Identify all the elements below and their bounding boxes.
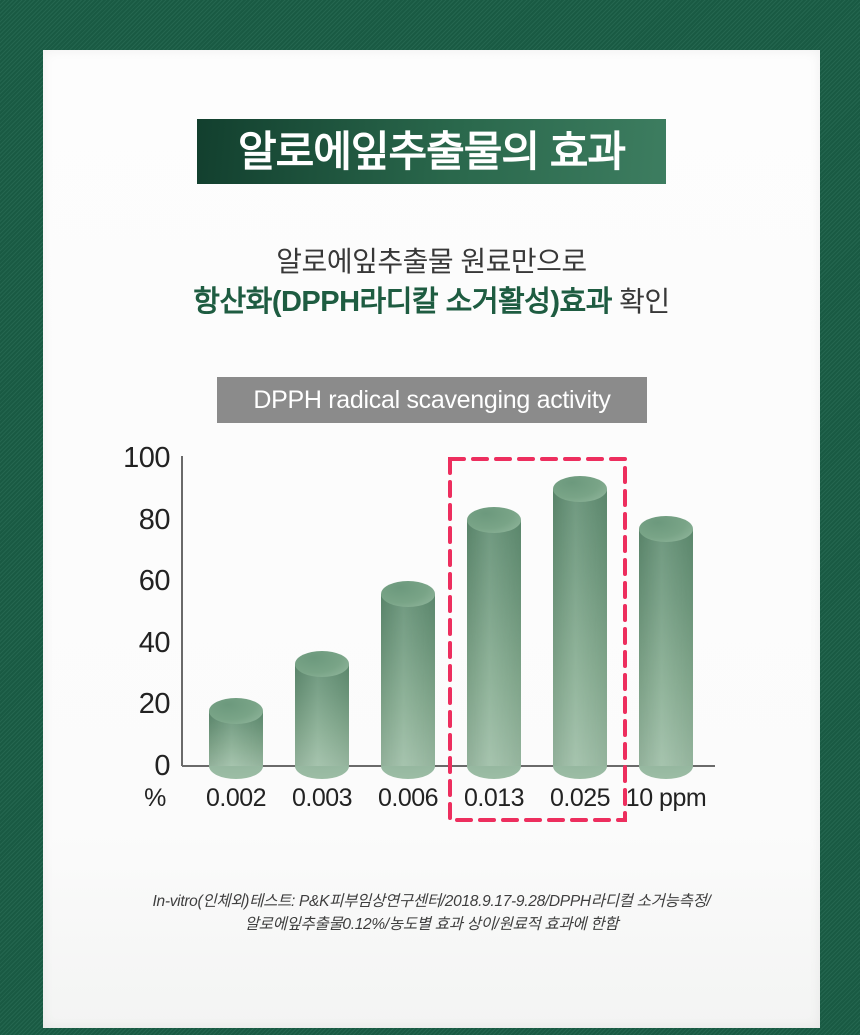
page-title: 알로에잎추출물의 효과 (237, 128, 626, 175)
bar-cylinder-top (639, 515, 693, 542)
chart-title-box: DPPH radical scavenging activity (217, 377, 647, 423)
subtitle-line1: 알로에잎추출물 원료만으로 (276, 246, 587, 277)
y-tick-label: 100 (123, 442, 170, 474)
bar-cylinder-body (295, 664, 349, 766)
bar-cylinder-top (295, 651, 349, 678)
bar-cylinder-top (553, 475, 607, 502)
y-tick-label: 40 (138, 626, 171, 659)
y-tick-label: 80 (138, 503, 171, 536)
footnote-line2: 알로에잎추출물0.12%/농도별 효과 상이/원료적 효과에 한함 (244, 916, 619, 933)
x-category-label: 0.003 (291, 784, 353, 812)
bar-cylinder-top (467, 506, 521, 533)
subtitle-rest: 확인 (611, 286, 670, 317)
x-category-label: 0.006 (377, 784, 439, 812)
x-category-label: 0.025 (549, 784, 611, 812)
subtitle-highlight: 항산화(DPPH라디칼 소거활성)효과 (193, 286, 612, 318)
y-tick-label: 20 (138, 688, 171, 721)
x-category-label: 10 ppm (625, 784, 707, 812)
title-banner: 알로에잎추출물의 효과 (197, 119, 666, 184)
subtitle: 알로에잎추출물 원료만으로 항산화(DPPH라디칼 소거활성)효과 확인 (43, 242, 820, 322)
highlight-dashed-box (446, 455, 629, 824)
x-axis-unit-label: % (144, 784, 166, 812)
footnote: In-vitro(인체외)테스트: P&K피부임상연구센터/2018.9.17-… (43, 890, 820, 936)
footnote-line1: In-vitro(인체외)테스트: P&K피부임상연구센터/2018.9.17-… (152, 893, 711, 910)
y-tick-label: 60 (138, 565, 171, 598)
bar-cylinder-body (553, 488, 607, 766)
bar-cylinder-body (639, 528, 693, 766)
y-tick-label: 0 (154, 750, 170, 782)
content-area: 알로에잎추출물의 효과 알로에잎추출물 원료만으로 항산화(DPPH라디칼 소거… (43, 50, 820, 1028)
bar-cylinder-body (467, 519, 521, 766)
bar-cylinder-top (381, 580, 435, 607)
bar-cylinder-top (209, 697, 263, 724)
chart-title: DPPH radical scavenging activity (253, 386, 611, 414)
bar-chart: 0 20 40 60 80 100% 0.002 0.003 0.006 0.013 0.025 10… (43, 50, 820, 1028)
x-category-label: 0.002 (205, 784, 267, 812)
x-category-label: 0.013 (463, 784, 525, 812)
y-axis-line (181, 456, 183, 766)
bar-cylinder-body (381, 593, 435, 766)
